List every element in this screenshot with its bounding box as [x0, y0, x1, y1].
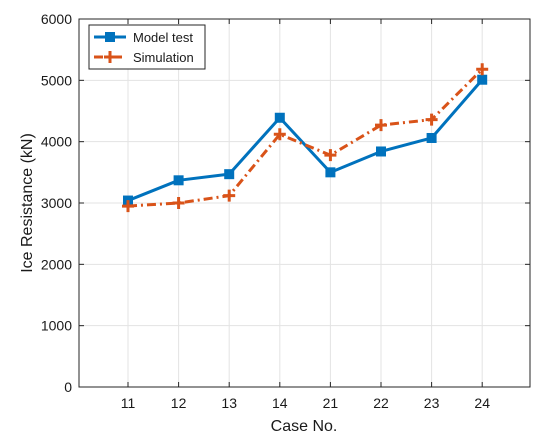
y-tick-label: 5000: [41, 72, 72, 88]
legend-model-test-label: Model test: [133, 30, 193, 45]
legend-simulation-marker: [104, 51, 116, 63]
y-tick-label: 0: [64, 379, 72, 395]
model-test-point: [274, 112, 285, 123]
simulation-point: [425, 113, 438, 126]
legend-model-test-marker: [105, 32, 115, 42]
simulation-point: [476, 63, 489, 76]
model-test-point: [325, 167, 336, 178]
simulation-point: [273, 128, 286, 141]
model-test-point: [426, 132, 437, 143]
simulation-point: [223, 189, 236, 202]
model-test-series-line: [127, 78, 484, 202]
y-tick-label: 1000: [41, 318, 72, 334]
legend: Model test Simulation: [88, 24, 206, 70]
series-layer: [122, 63, 489, 213]
simulation-point: [122, 200, 134, 213]
model-test-point: [376, 146, 386, 157]
y-tick-label: 6000: [41, 11, 72, 27]
y-axis-label: Ice Resistance (kN): [19, 133, 36, 273]
x-tick-label: 14: [272, 395, 288, 411]
model-test-point: [477, 74, 488, 85]
x-tick-label: 24: [474, 395, 490, 411]
model-test-point: [173, 175, 184, 186]
y-tick-label: 4000: [41, 134, 72, 150]
x-tick-label: 21: [323, 395, 339, 411]
x-tick-label: 11: [121, 395, 136, 411]
simulation-point: [172, 197, 185, 209]
y-axis-ticks: 0 1000 2000 3000 4000 5000 6000: [41, 11, 530, 395]
x-axis-label: Case No.: [271, 418, 338, 435]
simulation-series-line: [127, 68, 484, 208]
simulation-point: [375, 119, 387, 132]
x-axis-ticks: 11 12 13 14 21 22 23 24: [121, 19, 490, 411]
simulation-point: [324, 149, 337, 162]
model-test-point: [224, 169, 235, 180]
y-tick-label: 3000: [41, 195, 72, 211]
legend-simulation-label: Simulation: [133, 50, 194, 65]
x-tick-label: 13: [221, 395, 237, 411]
x-tick-label: 22: [373, 395, 389, 411]
y-tick-label: 2000: [41, 256, 72, 272]
x-tick-label: 23: [424, 395, 440, 411]
x-tick-label: 12: [171, 395, 187, 411]
